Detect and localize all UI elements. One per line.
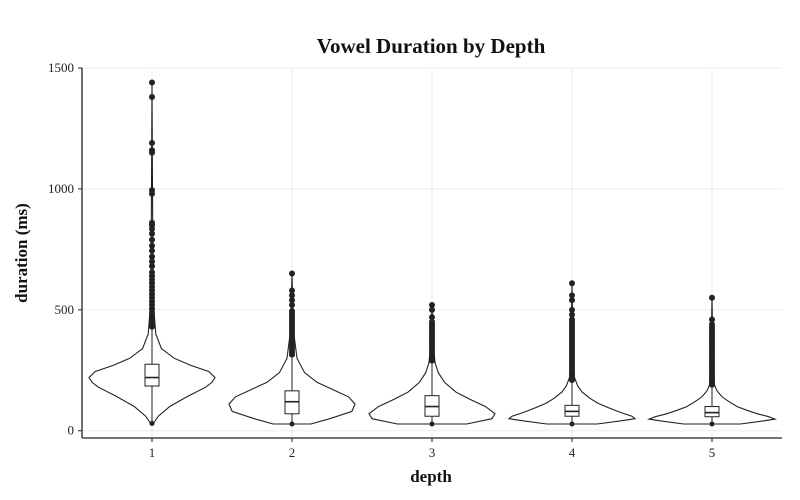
outlier-point — [569, 306, 575, 313]
outlier-point — [149, 139, 155, 146]
y-tick-label: 1500 — [48, 60, 74, 75]
outlier-point — [709, 316, 715, 323]
outlier-point — [429, 318, 435, 325]
violin-group-5 — [646, 294, 778, 427]
outlier-point — [149, 258, 155, 265]
outlier-point — [149, 187, 155, 194]
outlier-point — [429, 301, 435, 308]
x-tick-label: 1 — [149, 445, 156, 460]
outlier-point — [149, 253, 155, 260]
outlier-point — [149, 242, 155, 249]
x-tick-label: 3 — [429, 445, 436, 460]
outlier-point — [429, 306, 435, 313]
violin-group-4 — [507, 280, 637, 427]
min-point — [569, 421, 575, 427]
y-tick-label: 1000 — [48, 181, 74, 196]
outlier-point — [149, 263, 155, 270]
outlier-point — [569, 280, 575, 287]
outlier-point — [569, 316, 575, 323]
outlier-point — [569, 292, 575, 299]
violins — [88, 79, 778, 427]
x-axis-title: depth — [410, 467, 452, 486]
outlier-point — [569, 311, 575, 318]
iqr-box — [144, 363, 160, 387]
outlier-point — [149, 147, 155, 154]
violin-shape — [88, 82, 216, 425]
chart-title: Vowel Duration by Depth — [317, 34, 546, 58]
x-ticks: 1 2 3 4 5 — [149, 438, 716, 460]
violin-shape — [646, 297, 778, 425]
min-point — [709, 421, 715, 427]
outlier-point — [289, 287, 295, 294]
outlier-point — [289, 292, 295, 299]
violin-group-1 — [88, 79, 216, 426]
outlier-point — [289, 301, 295, 308]
y-ticks: 0 500 1000 1500 — [48, 60, 82, 438]
outlier-point — [289, 297, 295, 304]
violin-group-3 — [368, 301, 496, 427]
outlier-point — [289, 270, 295, 277]
outlier-point — [289, 308, 295, 315]
x-tick-label: 2 — [289, 445, 296, 460]
min-point — [289, 421, 295, 427]
outlier-point — [429, 314, 435, 321]
outlier-point — [149, 219, 155, 226]
x-tick-label: 4 — [569, 445, 576, 460]
y-tick-label: 0 — [68, 423, 75, 438]
y-tick-label: 500 — [55, 302, 75, 317]
violin-group-2 — [228, 270, 356, 427]
outlier-point — [149, 230, 155, 237]
y-axis-title: duration (ms) — [12, 203, 31, 303]
min-point — [149, 420, 155, 426]
outlier-point — [149, 269, 155, 276]
outlier-point — [709, 294, 715, 301]
outlier-point — [149, 236, 155, 243]
iqr-box — [704, 406, 720, 418]
min-point — [429, 421, 435, 427]
outlier-point — [149, 247, 155, 254]
outlier-point — [149, 79, 155, 86]
outlier-point — [149, 94, 155, 101]
outlier-point — [709, 321, 715, 328]
x-tick-label: 5 — [709, 445, 716, 460]
outlier-point — [569, 297, 575, 304]
